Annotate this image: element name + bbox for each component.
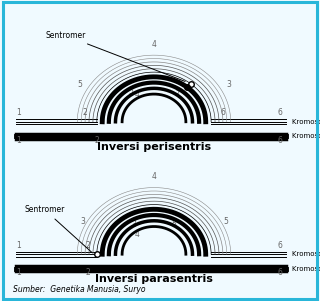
Text: 5: 5 bbox=[129, 88, 133, 96]
Text: 2: 2 bbox=[94, 136, 99, 145]
Text: Kromosom inversi: Kromosom inversi bbox=[292, 265, 320, 272]
Text: 5: 5 bbox=[223, 217, 228, 226]
Text: 4: 4 bbox=[134, 230, 139, 239]
Text: 1: 1 bbox=[16, 136, 21, 145]
Text: 6: 6 bbox=[278, 136, 283, 145]
Text: Sumber:  Genetika Manusia, Suryo: Sumber: Genetika Manusia, Suryo bbox=[13, 285, 145, 294]
Text: 6: 6 bbox=[221, 108, 226, 117]
Text: 5: 5 bbox=[172, 220, 176, 229]
Text: 1: 1 bbox=[16, 268, 21, 277]
Text: 3: 3 bbox=[226, 80, 231, 89]
Text: Kromosom normal: Kromosom normal bbox=[292, 251, 320, 257]
Text: 4: 4 bbox=[134, 90, 139, 99]
Text: 5: 5 bbox=[77, 80, 82, 89]
Text: 6: 6 bbox=[278, 108, 283, 117]
Text: 6: 6 bbox=[278, 268, 283, 277]
Text: 2: 2 bbox=[85, 268, 90, 277]
Text: Inversi parasentris: Inversi parasentris bbox=[95, 274, 213, 284]
Text: 3: 3 bbox=[80, 217, 85, 226]
Text: 3: 3 bbox=[132, 220, 136, 229]
Text: Kromosom inversi: Kromosom inversi bbox=[292, 133, 320, 139]
Text: Sentromer: Sentromer bbox=[25, 205, 92, 252]
Text: Inversi perisentris: Inversi perisentris bbox=[97, 141, 211, 152]
Text: 1: 1 bbox=[16, 241, 21, 250]
Text: 2: 2 bbox=[83, 108, 87, 117]
Text: 4: 4 bbox=[152, 172, 156, 181]
Text: 1: 1 bbox=[16, 108, 21, 117]
Text: 3: 3 bbox=[174, 88, 179, 96]
Text: 6: 6 bbox=[278, 241, 283, 250]
Text: Kromosom normal: Kromosom normal bbox=[292, 119, 320, 125]
Text: 4: 4 bbox=[152, 40, 156, 49]
Text: Sentromer: Sentromer bbox=[46, 31, 185, 82]
Text: 2: 2 bbox=[85, 241, 90, 250]
